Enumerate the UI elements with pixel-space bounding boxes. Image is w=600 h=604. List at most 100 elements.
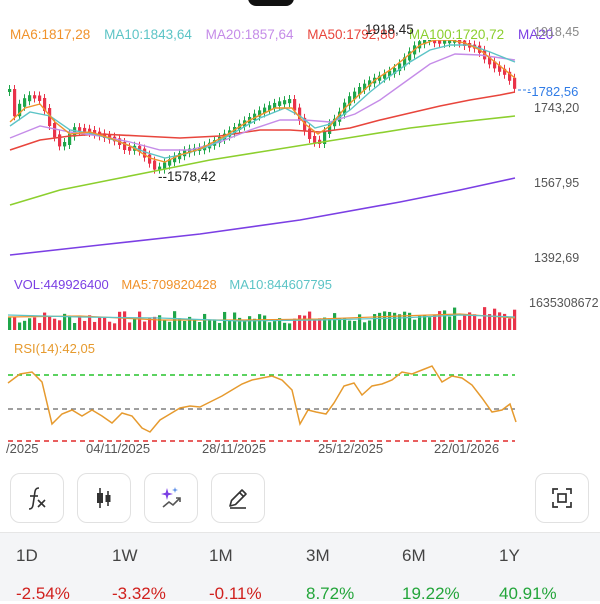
candle-body	[428, 40, 432, 42]
volume-max-label: 1635308672	[529, 296, 599, 310]
ma10-label: MA10:1843,64	[104, 27, 192, 42]
volume-chart[interactable]	[0, 296, 530, 334]
period-6m[interactable]: 6M 19.22%	[402, 546, 497, 604]
candle-body	[398, 63, 402, 72]
candle-body	[358, 87, 362, 95]
volume-bar	[178, 318, 182, 330]
volume-bar	[138, 311, 142, 330]
period-1m[interactable]: 1M -0.11%	[209, 546, 304, 604]
candle-body	[83, 127, 87, 132]
volume-bar	[118, 311, 122, 330]
volume-bar	[108, 321, 112, 330]
period-1d[interactable]: 1D -2.54%	[16, 546, 111, 604]
candle-body	[363, 83, 367, 90]
volume-bar	[438, 311, 442, 330]
ai-sparkle-button[interactable]	[144, 473, 198, 523]
candle-body	[513, 77, 517, 89]
current-price-label: -1782,56	[527, 84, 579, 99]
candlestick-button[interactable]	[77, 473, 131, 523]
candle-body	[423, 40, 427, 45]
volume-bar	[68, 315, 72, 330]
candle-body	[178, 153, 182, 160]
volume-bar	[78, 317, 82, 330]
volume-bar	[378, 312, 382, 330]
volume-bar	[498, 312, 502, 330]
period-change: -3.32%	[112, 584, 166, 603]
rsi-chart[interactable]	[0, 360, 530, 445]
volume-bar	[133, 318, 137, 330]
period-1y[interactable]: 1Y 40.91%	[499, 546, 594, 604]
camera-notch	[248, 0, 294, 6]
volume-bar	[368, 320, 372, 330]
volume-bar	[198, 322, 202, 330]
candle-body	[23, 98, 27, 107]
volume-bar	[508, 318, 512, 330]
volume-bar	[243, 320, 247, 330]
vol-ma10-label: MA10:844607795	[229, 277, 333, 292]
candle-body	[158, 166, 162, 170]
candlestick-icon	[97, 488, 111, 508]
volume-bar	[308, 311, 312, 330]
candle-body	[353, 91, 357, 100]
volume-bar	[318, 318, 322, 330]
period-1w[interactable]: 1W -3.32%	[112, 546, 207, 604]
candle-body	[268, 105, 272, 111]
ma20-label: MA20:1857,64	[205, 27, 294, 42]
volume-bar	[58, 320, 62, 330]
price-chart[interactable]	[0, 40, 530, 275]
candle-body	[498, 65, 502, 72]
high-marker: 1918,45	[365, 22, 414, 37]
formula-button[interactable]	[10, 473, 64, 523]
vol-ma10-line	[7, 314, 516, 322]
volume-bar	[13, 316, 17, 330]
volume-bar	[33, 317, 37, 330]
draw-button[interactable]	[211, 473, 265, 523]
period-label: 6M	[402, 546, 426, 565]
pen-icon	[229, 489, 247, 509]
candle-body	[348, 96, 352, 106]
current-price-value: 1782,56	[531, 84, 579, 99]
volume-bar	[28, 318, 32, 330]
candle-body	[323, 131, 327, 144]
volume-bar	[313, 319, 317, 330]
date-tick-0: /2025	[6, 441, 39, 456]
candle-body	[93, 130, 97, 135]
volume-bar	[153, 316, 157, 330]
candle-body	[403, 57, 407, 67]
volume-legend: VOL:449926400 MA5:709820428 MA10:8446077…	[14, 277, 341, 292]
volume-bar	[468, 312, 472, 330]
period-3m[interactable]: 3M 8.72%	[306, 546, 401, 604]
volume-bar	[8, 317, 12, 330]
period-label: 1D	[16, 546, 38, 565]
volume-bar	[303, 315, 307, 330]
candle-body	[333, 118, 337, 127]
candle-body	[13, 89, 17, 117]
volume-bar	[398, 314, 402, 330]
rsi-label: RSI(14):42,05	[14, 341, 95, 356]
date-tick-2: 28/11/2025	[202, 441, 267, 456]
volume-bar	[258, 314, 262, 330]
volume-bar	[388, 311, 392, 330]
candle-body	[488, 56, 492, 65]
ma100-line	[9, 115, 516, 206]
volume-bar	[298, 315, 302, 330]
candle-body	[138, 145, 142, 152]
candle-body	[153, 160, 157, 170]
volume-bar	[268, 322, 272, 330]
candle-body	[28, 95, 32, 102]
period-change: 19.22%	[402, 584, 460, 603]
screenshot-button[interactable]	[535, 473, 589, 523]
candle-body	[308, 128, 312, 139]
candle-body	[493, 61, 497, 69]
volume-bar	[93, 321, 97, 330]
candle-body	[483, 49, 487, 60]
candle-body	[143, 148, 147, 158]
candle-body	[278, 101, 282, 106]
period-performance-strip: 1D -2.54% 1W -3.32% 1M -0.11% 3M 8.72% 6…	[0, 532, 600, 604]
candle-body	[313, 136, 317, 143]
rsi-line	[7, 365, 517, 433]
volume-bar	[363, 322, 367, 330]
volume-bar	[128, 322, 132, 330]
period-change: -2.54%	[16, 584, 70, 603]
volume-bar	[283, 322, 287, 330]
